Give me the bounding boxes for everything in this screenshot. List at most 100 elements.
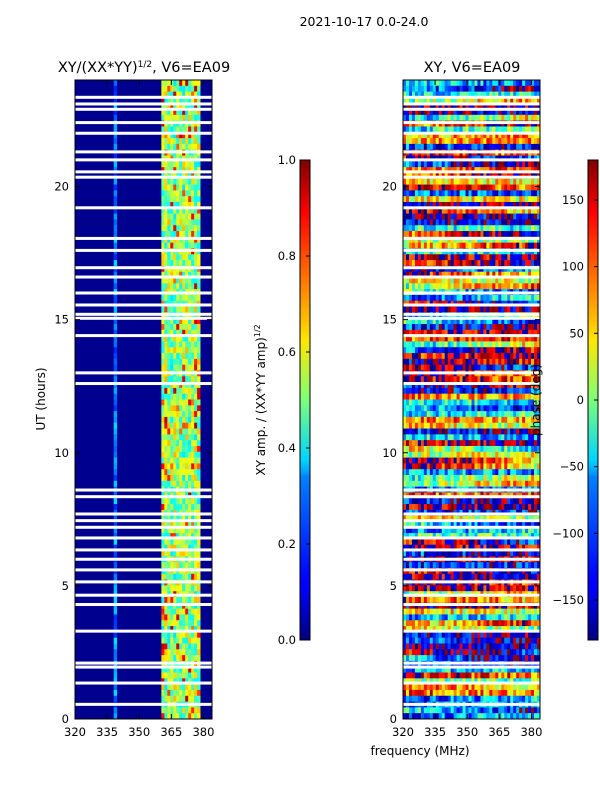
heatmap-cell: [191, 254, 195, 261]
heatmap-cell: [194, 684, 198, 691]
flagged-row: [75, 536, 212, 540]
heatmap-cell: [537, 335, 540, 342]
heatmap-cell: [441, 393, 446, 400]
heatmap-cell: [182, 585, 186, 592]
heatmap-cell: [537, 201, 540, 209]
heatmap-cell: [188, 504, 192, 511]
heatmap-cell: [465, 341, 469, 348]
heatmap-cell: [191, 643, 195, 650]
heatmap-cell: [447, 271, 452, 278]
heatmap-cell: [423, 422, 428, 429]
heatmap-cell: [426, 347, 431, 354]
heatmap-cell: [528, 329, 532, 336]
heatmap-cell: [417, 254, 422, 261]
heatmap-cell: [197, 550, 201, 557]
heatmap-cell: [414, 323, 419, 331]
heatmap-cell: [474, 376, 478, 383]
heatmap-cell: [417, 416, 422, 424]
heatmap-cell: [456, 80, 460, 87]
heatmap-cell: [453, 109, 458, 116]
heatmap-cell: [167, 684, 171, 691]
heatmap-cell: [438, 480, 443, 488]
heatmap-cell: [441, 445, 446, 453]
heatmap-cell: [510, 114, 514, 122]
heatmap-cell: [194, 201, 198, 209]
heatmap-cell: [483, 353, 487, 360]
heatmap-cell: [403, 294, 407, 302]
heatmap-cell: [185, 684, 189, 691]
heatmap-cell: [197, 91, 201, 98]
heatmap-cell: [495, 277, 499, 284]
heatmap-cell: [408, 138, 413, 145]
heatmap-cell: [519, 341, 523, 348]
heatmap-cell: [438, 271, 443, 278]
heatmap-cell: [432, 457, 437, 464]
heatmap-cell: [173, 434, 177, 441]
heatmap-cell: [164, 329, 168, 336]
heatmap-cell: [420, 254, 425, 261]
heatmap-cell: [191, 405, 195, 412]
heatmap-cell: [537, 463, 540, 470]
heatmap-cell: [534, 254, 538, 261]
heatmap-cell: [507, 167, 511, 174]
heatmap-cell: [161, 271, 165, 278]
heatmap-cell: [161, 573, 165, 580]
heatmap-cell: [191, 480, 195, 488]
heatmap-cell: [477, 201, 481, 209]
heatmap-cell: [501, 85, 505, 93]
heatmap-cell: [534, 236, 538, 244]
heatmap-cell: [167, 393, 171, 400]
heatmap-cell: [444, 469, 449, 476]
heatmap-cell: [167, 707, 171, 714]
heatmap-cell: [453, 498, 458, 505]
heatmap-cell: [501, 405, 505, 412]
heatmap-cell: [534, 480, 538, 488]
heatmap-cell: [170, 294, 174, 302]
heatmap-cell: [525, 457, 529, 464]
heatmap-cell: [188, 353, 192, 360]
heatmap-cell: [176, 178, 180, 185]
heatmap-cell: [459, 254, 463, 261]
heatmap-cell: [167, 405, 171, 412]
heatmap-cell: [173, 608, 177, 615]
heatmap-cell: [429, 143, 434, 151]
heatmap-cell: [471, 347, 475, 354]
heatmap-cell: [188, 143, 192, 151]
heatmap-cell: [441, 138, 446, 145]
heatmap-cell: [194, 126, 198, 133]
heatmap-cell: [453, 463, 458, 470]
heatmap-cell: [176, 527, 180, 534]
heatmap-cell: [534, 91, 538, 98]
heatmap-cell: [531, 132, 535, 139]
heatmap-cell: [179, 655, 183, 662]
heatmap-cell: [516, 469, 520, 476]
heatmap-cell: [525, 103, 529, 110]
heatmap-cell: [480, 190, 484, 197]
heatmap-cell: [170, 260, 174, 267]
heatmap-cell: [176, 573, 180, 580]
heatmap-cell: [188, 225, 192, 232]
heatmap-cell: [525, 143, 529, 151]
heatmap-cell: [185, 475, 189, 482]
heatmap-cell: [480, 457, 484, 464]
heatmap-cell: [167, 573, 171, 580]
heatmap-cell: [170, 637, 174, 644]
heatmap-cell: [513, 341, 517, 348]
heatmap-cell: [501, 190, 505, 197]
heatmap-cell: [185, 225, 189, 232]
heatmap-cell: [173, 126, 177, 133]
heatmap-cell: [456, 434, 460, 441]
heatmap-cell: [537, 132, 540, 139]
heatmap-cell: [480, 475, 484, 482]
heatmap-cell: [182, 219, 186, 226]
heatmap-cell: [519, 283, 523, 290]
heatmap-cell: [492, 254, 496, 261]
heatmap-cell: [492, 445, 496, 453]
heatmap-cell: [483, 323, 487, 331]
heatmap-cell: [179, 138, 183, 145]
heatmap-cell: [173, 358, 177, 366]
heatmap-cell: [435, 347, 440, 354]
heatmap-cell: [531, 422, 535, 429]
heatmap-cell: [468, 469, 472, 476]
heatmap-cell: [191, 521, 195, 528]
